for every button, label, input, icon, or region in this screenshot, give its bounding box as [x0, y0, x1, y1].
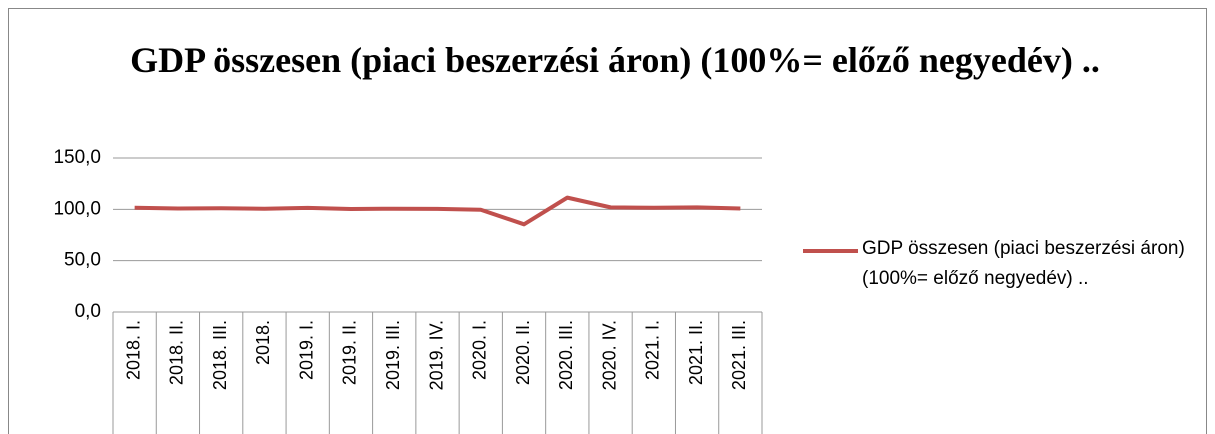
- x-tick-label: 2019. IV.: [426, 320, 446, 390]
- x-tick-label: 2020. IV.: [599, 320, 619, 390]
- x-tick-label: 2018.: [253, 320, 273, 365]
- chart-title: GDP összesen (piaci beszerzési áron) (10…: [130, 40, 1100, 80]
- x-tick-label: 2019. III.: [383, 320, 403, 390]
- x-tick-label: 2021. I.: [643, 320, 663, 380]
- y-tick-label: 150,0: [53, 147, 101, 168]
- x-tick-label: 2018. II.: [167, 320, 187, 385]
- y-tick-label: 0,0: [75, 301, 101, 322]
- chart-border: [8, 8, 1207, 434]
- x-tick-label: 2020. I.: [470, 320, 490, 380]
- y-tick-label: 50,0: [64, 250, 101, 271]
- x-tick-label: 2020. II.: [513, 320, 533, 385]
- x-tick-label: 2018. III.: [210, 320, 230, 390]
- x-tick-label: 2019. I.: [296, 320, 316, 380]
- data-line: [134, 195, 741, 227]
- x-tick-label: 2019. II.: [340, 320, 360, 385]
- x-tick-label: 2021. III.: [729, 320, 749, 390]
- legend-label: GDP összesen (piaci beszerzési áron) (10…: [862, 238, 1185, 289]
- x-tick-label: 2018. I.: [123, 320, 143, 380]
- x-tick-label: 2021. II.: [686, 320, 706, 385]
- x-tick-label: 2020. III.: [556, 320, 576, 390]
- y-tick-label: 100,0: [53, 198, 101, 219]
